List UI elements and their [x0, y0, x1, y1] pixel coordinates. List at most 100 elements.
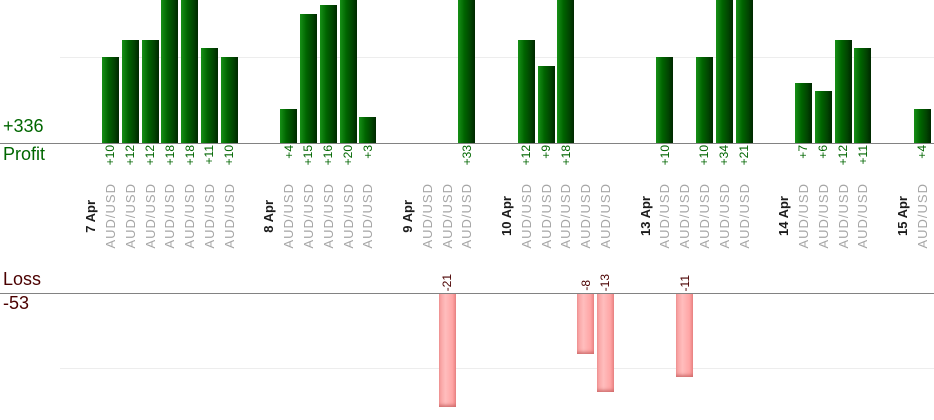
date-label-text: 8 Apr	[261, 199, 277, 233]
profit-gridline	[60, 57, 934, 58]
profit-bar	[794, 82, 812, 143]
symbol-label: AUD/USD	[437, 180, 457, 252]
profit-bar	[517, 39, 535, 143]
profit-value-label: +10	[694, 145, 714, 187]
symbol-label: AUD/USD	[833, 180, 853, 252]
profit-value-label: +15	[298, 145, 318, 187]
profit-value-label: +33	[457, 145, 477, 187]
profit-value-label: +10	[100, 145, 120, 187]
symbol-label: AUD/USD	[714, 180, 734, 252]
date-label-text: 14 Apr	[776, 196, 792, 236]
profit-bar	[854, 48, 872, 143]
profit-value-label-text: +12	[519, 145, 534, 166]
loss-value-label: -21	[437, 249, 457, 291]
profit-value-label: +18	[180, 145, 200, 187]
loss-total: -53	[3, 293, 30, 313]
profit-bar	[359, 117, 377, 143]
profit-value-label: +21	[734, 145, 754, 187]
symbol-label: AUD/USD	[140, 180, 160, 252]
symbol-label-text: AUD/USD	[736, 183, 752, 249]
date-label: 15 Apr	[892, 180, 912, 252]
symbol-label-text: AUD/USD	[657, 183, 673, 249]
date-label-text: 15 Apr	[894, 196, 910, 236]
profit-bar	[280, 108, 298, 143]
profit-value-label: +12	[120, 145, 140, 187]
symbol-label: AUD/USD	[358, 180, 378, 252]
profit-value-label-text: +11	[855, 145, 870, 165]
symbol-label-text: AUD/USD	[340, 183, 356, 249]
symbol-label-text: AUD/USD	[142, 183, 158, 249]
date-label: 10 Apr	[496, 180, 516, 252]
profit-value-label: +4	[912, 145, 932, 187]
symbol-label-text: AUD/USD	[538, 183, 554, 249]
symbol-label: AUD/USD	[536, 180, 556, 252]
profit-value-label: +7	[793, 145, 813, 187]
loss-axis-line	[0, 293, 934, 294]
profit-bar	[913, 108, 931, 143]
profit-value-label: +12	[833, 145, 853, 187]
profit-bar	[537, 65, 555, 143]
profit-value-label-text: +10	[697, 145, 712, 166]
profit-value-label: +11	[853, 145, 873, 187]
profit-bar	[101, 57, 119, 143]
symbol-label: AUD/USD	[160, 180, 180, 252]
profit-bar	[200, 48, 218, 143]
symbol-label-text: AUD/USD	[815, 183, 831, 249]
symbol-label-text: AUD/USD	[558, 183, 574, 249]
profit-axis-line	[0, 143, 934, 144]
profit-value-label-text: +3	[360, 145, 375, 159]
profit-bar	[557, 0, 575, 143]
profit-value-label: +6	[813, 145, 833, 187]
profit-bar	[834, 39, 852, 143]
symbol-label-text: AUD/USD	[162, 183, 178, 249]
profit-value-label: +9	[536, 145, 556, 187]
profit-value-label-text: +18	[162, 145, 177, 166]
date-label-text: 7 Apr	[83, 199, 99, 233]
symbol-label: AUD/USD	[199, 180, 219, 252]
symbol-label: AUD/USD	[120, 180, 140, 252]
profit-axis-label: Profit	[3, 144, 46, 164]
loss-value-label-text: -13	[598, 273, 613, 291]
profit-value-label: +16	[318, 145, 338, 187]
symbol-label: AUD/USD	[655, 180, 675, 252]
profit-value-label: +10	[655, 145, 675, 187]
symbol-label-text: AUD/USD	[182, 183, 198, 249]
symbol-label-text: AUD/USD	[459, 183, 475, 249]
date-label-text: 9 Apr	[399, 199, 415, 233]
loss-axis-label: Loss	[3, 269, 42, 289]
symbol-label-text: AUD/USD	[419, 183, 435, 249]
profit-value-label: +12	[516, 145, 536, 187]
profit-value-label-text: +10	[103, 145, 118, 166]
loss-value-label: -8	[576, 249, 596, 291]
symbol-label: AUD/USD	[675, 180, 695, 252]
profit-bar	[319, 5, 337, 143]
symbol-label: AUD/USD	[318, 180, 338, 252]
profit-value-label: +18	[160, 145, 180, 187]
symbol-label: AUD/USD	[338, 180, 358, 252]
symbol-label: AUD/USD	[813, 180, 833, 252]
profit-bar	[715, 0, 733, 143]
loss-bar	[596, 294, 614, 392]
loss-value-label-text: -11	[677, 274, 692, 291]
profit-value-label-text: +7	[796, 145, 811, 159]
date-label: 13 Apr	[635, 180, 655, 252]
profit-value-label-text: +15	[301, 145, 316, 166]
loss-value-label: -11	[675, 249, 695, 291]
profit-bar	[656, 57, 674, 143]
profit-bar	[161, 0, 179, 143]
loss-bar	[676, 294, 694, 377]
profit-value-label: +3	[358, 145, 378, 187]
profit-bar	[181, 0, 199, 143]
profit-value-label-text: +4	[915, 145, 930, 159]
profit-value-label-text: +4	[281, 145, 296, 159]
profit-bar	[735, 0, 753, 143]
profit-value-label-text: +21	[737, 145, 751, 166]
symbol-label-text: AUD/USD	[221, 183, 237, 249]
symbol-label-text: AUD/USD	[597, 183, 613, 249]
symbol-label: AUD/USD	[417, 180, 437, 252]
symbol-label-text: AUD/USD	[102, 183, 118, 249]
symbol-label-text: AUD/USD	[320, 183, 336, 249]
symbol-label-text: AUD/USD	[696, 183, 712, 249]
symbol-label: AUD/USD	[793, 180, 813, 252]
